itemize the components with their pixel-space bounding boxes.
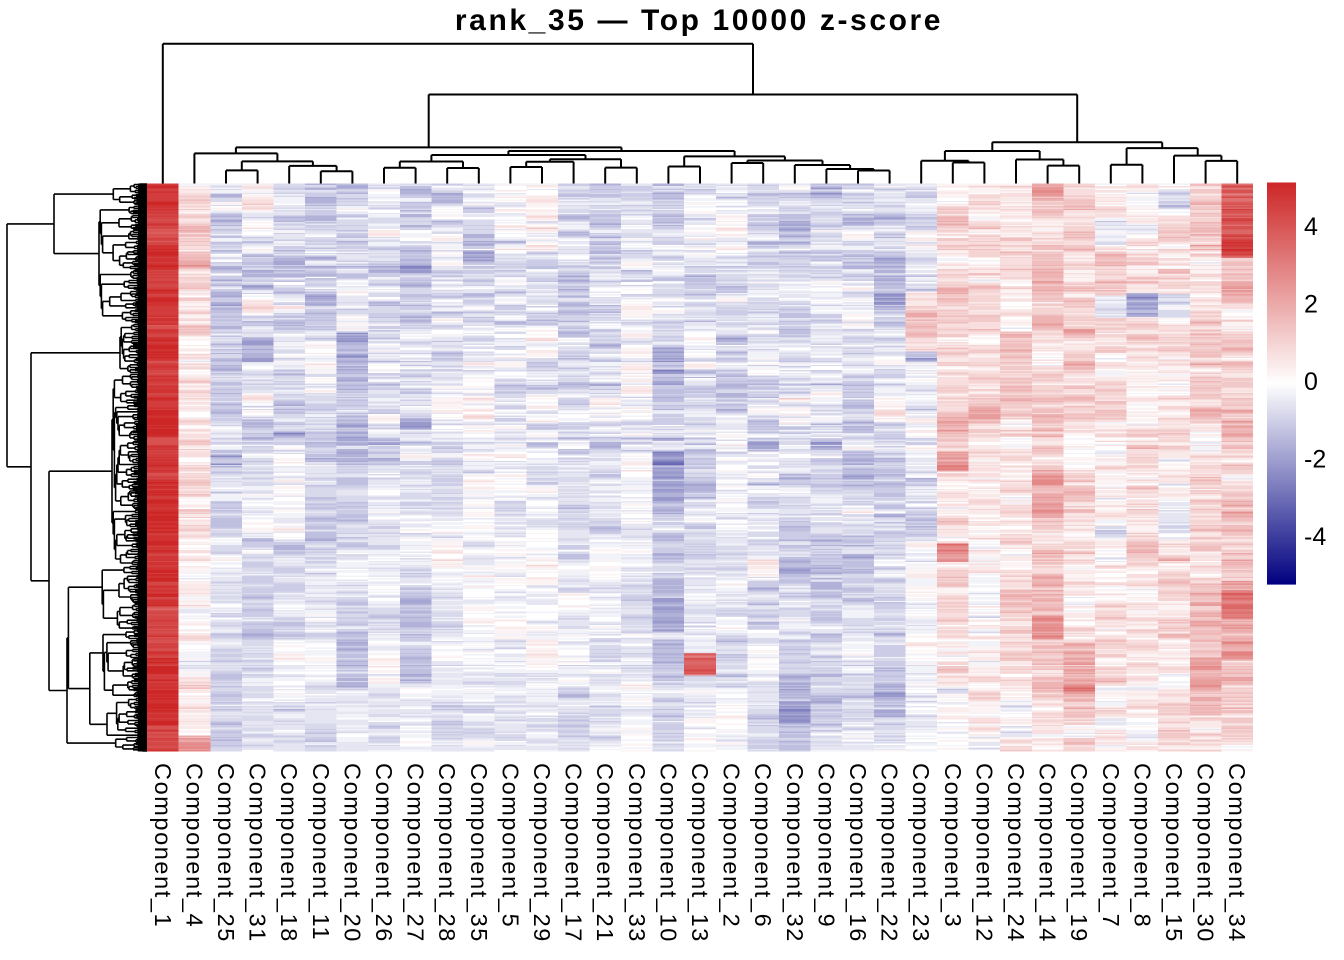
svg-text:-2: -2 (1304, 446, 1326, 474)
svg-text:Component_13: Component_13 (687, 763, 713, 943)
svg-text:Component_5: Component_5 (497, 763, 523, 928)
svg-text:Component_9: Component_9 (813, 763, 839, 928)
svg-text:0: 0 (1304, 368, 1318, 396)
svg-text:Component_26: Component_26 (371, 763, 397, 943)
svg-text:Component_31: Component_31 (245, 763, 271, 943)
svg-text:Component_25: Component_25 (213, 763, 239, 943)
svg-text:Component_33: Component_33 (624, 763, 650, 943)
svg-text:Component_3: Component_3 (940, 763, 966, 928)
svg-text:Component_30: Component_30 (1193, 763, 1219, 943)
svg-text:Component_8: Component_8 (1129, 763, 1155, 928)
svg-text:Component_15: Component_15 (1161, 763, 1187, 943)
svg-text:Component_6: Component_6 (750, 763, 776, 928)
svg-text:Component_29: Component_29 (529, 763, 555, 943)
svg-text:Component_20: Component_20 (339, 763, 365, 943)
svg-text:Component_1: Component_1 (150, 763, 176, 928)
svg-text:Component_16: Component_16 (845, 763, 871, 943)
svg-text:Component_28: Component_28 (434, 763, 460, 943)
svg-text:Component_4: Component_4 (181, 763, 207, 928)
svg-text:Component_2: Component_2 (719, 763, 745, 928)
svg-text:Component_32: Component_32 (782, 763, 808, 943)
svg-text:2: 2 (1304, 290, 1318, 318)
svg-text:Component_35: Component_35 (466, 763, 492, 943)
svg-text:4: 4 (1304, 213, 1318, 241)
svg-text:Component_14: Component_14 (1035, 763, 1061, 943)
svg-text:Component_34: Component_34 (1224, 763, 1250, 943)
svg-text:Component_23: Component_23 (908, 763, 934, 943)
svg-text:Component_11: Component_11 (308, 763, 334, 941)
svg-text:Component_22: Component_22 (877, 763, 903, 943)
svg-text:Component_27: Component_27 (403, 763, 429, 943)
svg-text:Component_18: Component_18 (276, 763, 302, 943)
svg-text:Component_17: Component_17 (561, 763, 587, 943)
svg-text:Component_12: Component_12 (971, 763, 997, 943)
svg-text:Component_21: Component_21 (592, 763, 618, 943)
svg-text:Component_24: Component_24 (1003, 763, 1029, 943)
svg-text:Component_19: Component_19 (1066, 763, 1092, 943)
svg-text:-4: -4 (1304, 523, 1326, 551)
svg-text:rank_35 — Top 10000 z-score: rank_35 — Top 10000 z-score (455, 4, 943, 37)
svg-text:Component_7: Component_7 (1098, 763, 1124, 928)
svg-text:Component_10: Component_10 (655, 763, 681, 943)
